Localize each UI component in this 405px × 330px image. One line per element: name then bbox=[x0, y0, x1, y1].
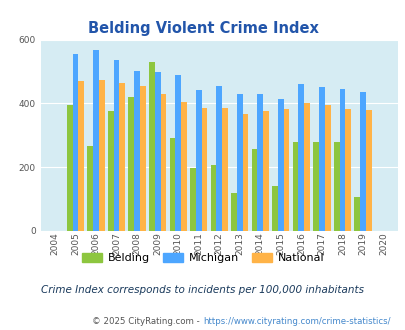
Bar bbox=[339, 89, 345, 231]
Bar bbox=[154, 72, 160, 231]
Bar bbox=[181, 102, 186, 231]
Bar bbox=[236, 94, 242, 231]
Bar bbox=[108, 112, 113, 231]
Bar bbox=[134, 71, 140, 231]
Bar bbox=[222, 108, 227, 231]
Bar bbox=[210, 165, 216, 231]
Bar bbox=[78, 82, 84, 231]
Bar bbox=[190, 168, 195, 231]
Bar bbox=[201, 108, 207, 231]
Bar bbox=[292, 142, 298, 231]
Bar bbox=[251, 149, 257, 231]
Legend: Belding, Michigan, National: Belding, Michigan, National bbox=[77, 248, 328, 268]
Bar bbox=[169, 139, 175, 231]
Bar bbox=[324, 105, 330, 231]
Bar bbox=[140, 86, 145, 231]
Bar bbox=[277, 99, 283, 231]
Bar bbox=[128, 97, 134, 231]
Bar bbox=[359, 92, 365, 231]
Bar bbox=[333, 142, 339, 231]
Bar bbox=[72, 54, 78, 231]
Bar bbox=[216, 86, 222, 231]
Bar bbox=[365, 110, 371, 231]
Bar bbox=[262, 112, 268, 231]
Bar bbox=[313, 142, 318, 231]
Bar bbox=[318, 87, 324, 231]
Bar bbox=[303, 103, 309, 231]
Bar bbox=[345, 109, 350, 231]
Bar bbox=[160, 94, 166, 231]
Bar bbox=[242, 114, 248, 231]
Bar bbox=[93, 50, 99, 231]
Bar bbox=[271, 186, 277, 231]
Bar bbox=[257, 94, 262, 231]
Bar bbox=[113, 60, 119, 231]
Text: Belding Violent Crime Index: Belding Violent Crime Index bbox=[87, 21, 318, 36]
Bar bbox=[195, 90, 201, 231]
Bar bbox=[230, 193, 236, 231]
Bar bbox=[354, 197, 359, 231]
Text: Crime Index corresponds to incidents per 100,000 inhabitants: Crime Index corresponds to incidents per… bbox=[41, 285, 364, 295]
Bar bbox=[99, 80, 104, 231]
Bar bbox=[298, 84, 303, 231]
Bar bbox=[67, 105, 72, 231]
Bar bbox=[175, 75, 181, 231]
Bar bbox=[283, 109, 289, 231]
Text: © 2025 CityRating.com -: © 2025 CityRating.com - bbox=[92, 317, 202, 326]
Bar bbox=[87, 147, 93, 231]
Text: https://www.cityrating.com/crime-statistics/: https://www.cityrating.com/crime-statist… bbox=[202, 317, 390, 326]
Bar bbox=[119, 82, 125, 231]
Bar bbox=[149, 62, 154, 231]
